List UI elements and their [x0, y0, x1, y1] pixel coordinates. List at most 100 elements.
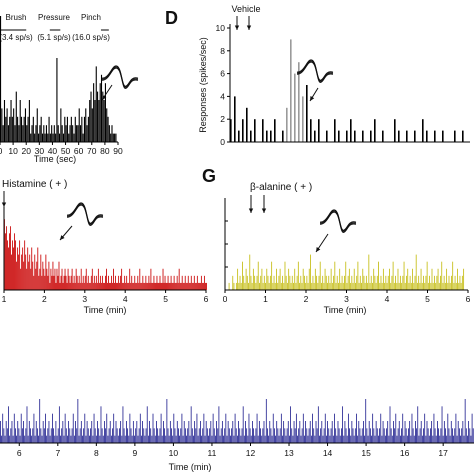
x-tick-label: 4	[385, 294, 390, 304]
stimulus-arrow-1-head	[248, 208, 254, 213]
histogram-bar	[98, 282, 100, 290]
histogram-bar	[353, 435, 355, 443]
histogram-bar	[149, 282, 151, 290]
histogram-bar	[11, 254, 12, 290]
histogram-bar	[298, 428, 300, 443]
histogram-bar	[16, 435, 17, 443]
histogram-bar	[328, 275, 330, 290]
histogram-bar	[370, 130, 372, 142]
histogram-bar	[408, 428, 409, 443]
histogram-bar	[185, 282, 187, 290]
histogram-bar	[191, 428, 193, 443]
histogram-bar	[75, 268, 77, 290]
histogram-bar	[424, 413, 426, 443]
histogram-bar	[461, 428, 463, 443]
histogram-bar	[124, 435, 126, 443]
histogram-bar	[121, 268, 123, 290]
histogram-bar	[189, 435, 191, 443]
histogram-bar	[299, 282, 301, 290]
histogram-bar	[283, 282, 285, 290]
histogram-bar	[132, 282, 134, 290]
histogram-bar	[31, 247, 33, 290]
histogram-bar	[35, 125, 37, 142]
histogram-bar	[317, 282, 319, 290]
histogram-bar	[242, 261, 243, 290]
histogram-bar	[250, 435, 252, 443]
histogram-bar	[127, 428, 128, 443]
histogram-bar	[56, 58, 58, 142]
histogram-bar	[252, 268, 254, 290]
histogram-bar	[86, 125, 88, 142]
histogram-bar	[14, 233, 15, 290]
histogram-bar	[55, 282, 57, 290]
histogram-bar	[17, 247, 19, 290]
histogram-bar	[45, 125, 47, 142]
histogram-bar	[433, 413, 435, 443]
histogram-bar	[426, 421, 428, 443]
histogram-bar	[30, 268, 32, 290]
histogram-bar	[196, 413, 198, 443]
histogram-bar	[237, 268, 239, 290]
histogram-bar	[398, 130, 400, 142]
histogram-bar	[450, 421, 452, 443]
histogram-bar	[80, 268, 82, 290]
histogram-bar	[312, 413, 313, 443]
histogram-bar	[79, 428, 81, 443]
histogram-bar	[28, 261, 30, 290]
histogram-bar	[320, 282, 322, 290]
histogram-bar	[314, 435, 316, 443]
histogram-bar	[209, 428, 211, 443]
histogram-bar	[1, 435, 2, 443]
histogram-bar	[322, 435, 324, 443]
histogram-bar	[245, 421, 246, 443]
histogram-bar	[55, 133, 57, 142]
histogram-bar	[330, 268, 332, 290]
histogram-bar	[90, 91, 92, 142]
histogram-bar	[293, 421, 295, 443]
histogram-bar	[265, 399, 267, 443]
histogram-bar	[453, 282, 455, 290]
histogram-bar	[135, 282, 137, 290]
histogram-bar	[3, 100, 6, 142]
histogram-bar	[439, 435, 441, 443]
histogram-bar	[302, 413, 304, 443]
histogram-bar	[415, 421, 416, 443]
histogram-bar	[127, 282, 129, 290]
histogram-bar	[58, 406, 60, 443]
x-tick-label: 20	[21, 146, 31, 156]
histogram-bar	[276, 268, 277, 290]
histogram-bar	[220, 428, 222, 443]
histogram-bar	[25, 428, 27, 443]
histogram-bar	[62, 282, 64, 290]
histogram-bar	[141, 435, 142, 443]
histogram-bar	[432, 435, 434, 443]
histogram-bar	[93, 83, 95, 142]
stimulus-label: Pressure	[38, 13, 71, 22]
histogram-bar	[76, 125, 78, 142]
histogram-bar	[230, 435, 231, 443]
histogram-bar	[154, 435, 156, 443]
histogram-bar	[441, 406, 443, 443]
histogram-bar	[420, 421, 422, 443]
histogram-bar	[381, 435, 383, 443]
histogram-bar	[424, 282, 426, 290]
histogram-bar	[284, 428, 286, 443]
histogram-bar	[371, 435, 372, 443]
histogram-bar	[459, 275, 461, 290]
histogram-bar	[291, 275, 293, 290]
histogram-bar	[78, 275, 80, 290]
histogram-bar	[369, 282, 371, 290]
stimulus-rate: (16.0 sp/s)	[72, 33, 110, 42]
histogram-bar	[125, 282, 127, 290]
histogram-bar	[47, 428, 49, 443]
histogram-bar	[73, 435, 75, 443]
histogram-bar	[65, 428, 67, 443]
histogram-bar	[408, 282, 410, 290]
x-tick-label: 3	[82, 294, 87, 304]
histogram-bar	[60, 108, 62, 142]
histogram-bar	[234, 96, 236, 142]
histogram-bar	[168, 282, 170, 290]
histogram-bar	[109, 282, 110, 290]
histogram-bar	[444, 282, 446, 290]
histogram-bar	[27, 247, 29, 290]
